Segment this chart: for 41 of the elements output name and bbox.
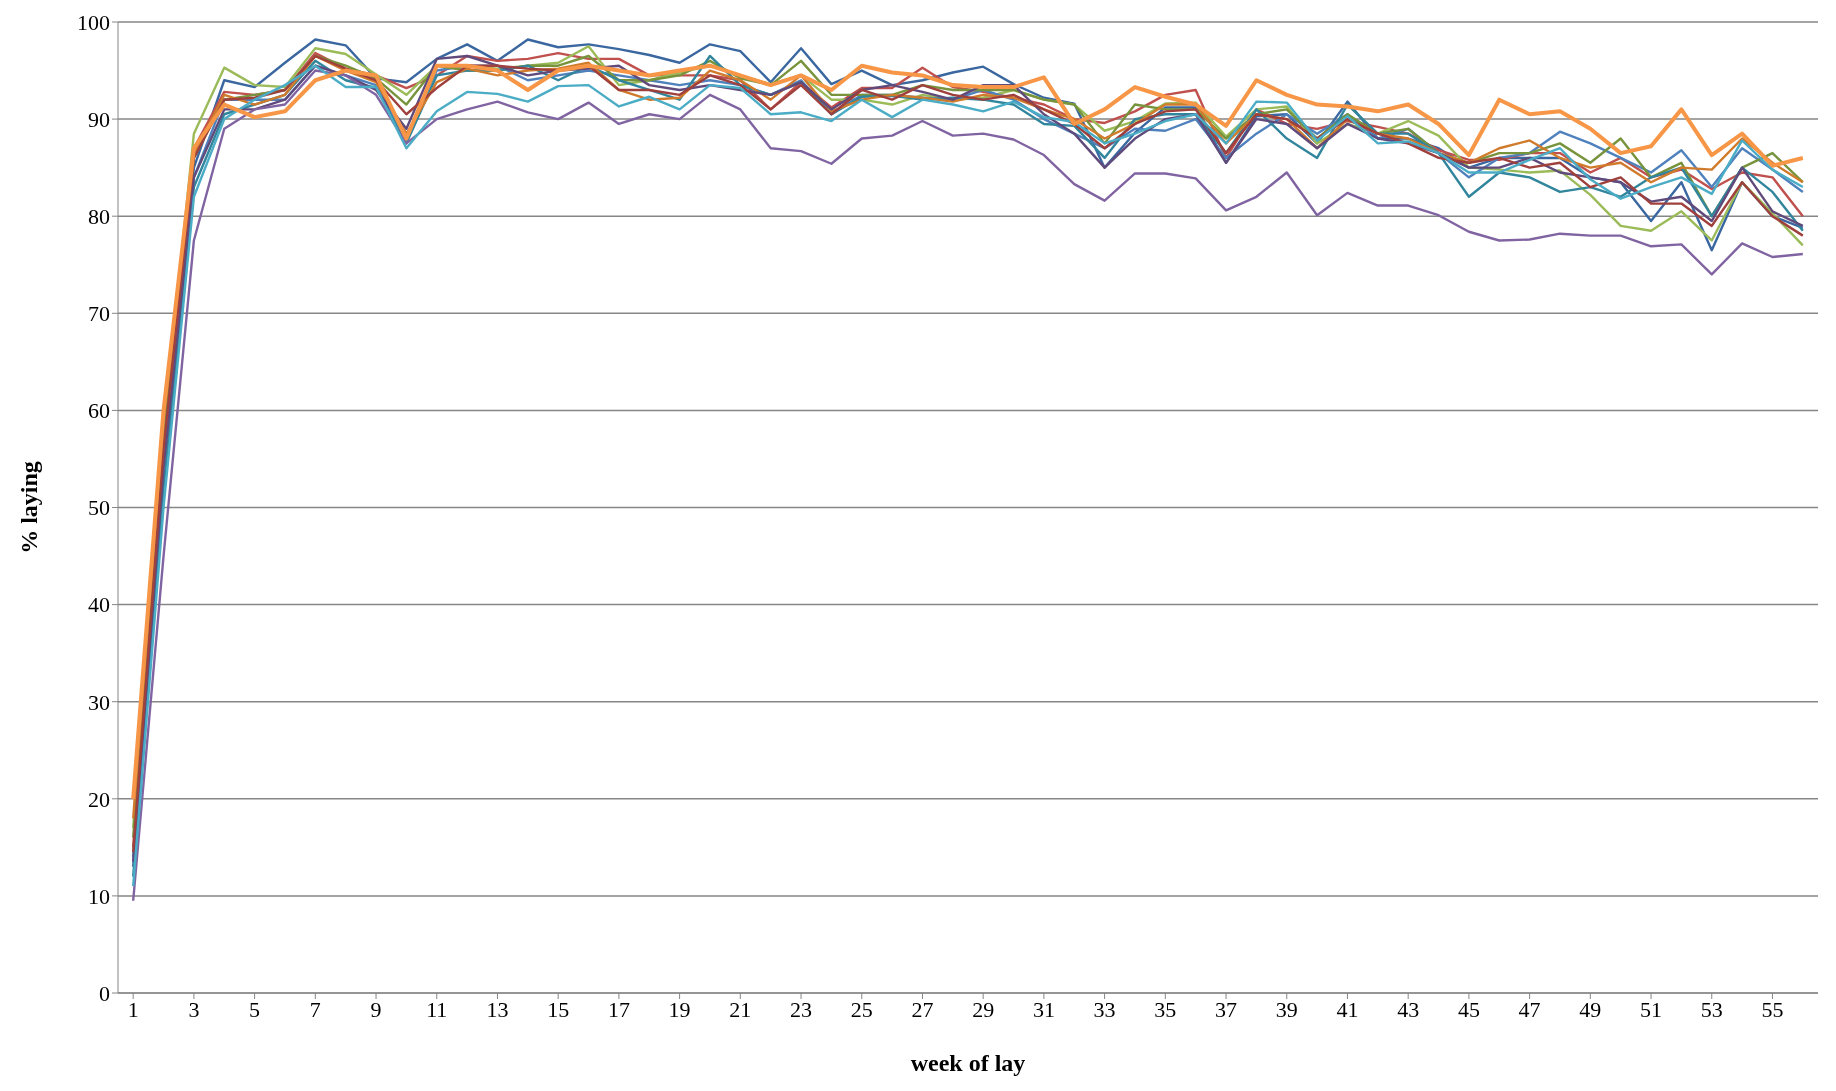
y-tick-label: 40 bbox=[88, 592, 110, 618]
x-tick-label: 11 bbox=[426, 996, 448, 1022]
x-tick-label: 9 bbox=[370, 996, 382, 1022]
y-tick-label: 70 bbox=[88, 301, 110, 327]
x-tick-label: 47 bbox=[1518, 996, 1541, 1022]
x-tick-label: 7 bbox=[309, 996, 321, 1022]
x-tick-label: 3 bbox=[188, 996, 200, 1022]
y-axis-title: % laying bbox=[15, 461, 42, 554]
x-tick-label: 5 bbox=[249, 996, 261, 1022]
y-tick-label: 60 bbox=[88, 398, 110, 424]
x-tick-label: 21 bbox=[729, 996, 752, 1022]
x-tick-label: 35 bbox=[1154, 996, 1177, 1022]
x-axis-title: week of lay bbox=[910, 1050, 1026, 1076]
x-tick-label: 27 bbox=[911, 996, 934, 1022]
x-tick-label: 55 bbox=[1761, 996, 1784, 1022]
x-tick-label: 15 bbox=[547, 996, 570, 1022]
x-tick-label: 51 bbox=[1640, 996, 1663, 1022]
x-tick-label: 53 bbox=[1700, 996, 1723, 1022]
x-tick-label: 39 bbox=[1275, 996, 1298, 1022]
x-tick-label: 45 bbox=[1457, 996, 1480, 1022]
x-tick-label: 41 bbox=[1336, 996, 1359, 1022]
y-tick-label: 100 bbox=[77, 9, 110, 35]
x-tick-label: 29 bbox=[972, 996, 995, 1022]
x-tick-label: 1 bbox=[127, 996, 139, 1022]
y-tick-label: 50 bbox=[88, 495, 110, 521]
y-tick-label: 30 bbox=[88, 689, 110, 715]
x-tick-label: 37 bbox=[1215, 996, 1238, 1022]
x-tick-label: 33 bbox=[1093, 996, 1116, 1022]
x-tick-label: 17 bbox=[607, 996, 630, 1022]
y-tick-label: 20 bbox=[88, 786, 110, 812]
x-tick-label: 19 bbox=[668, 996, 691, 1022]
x-tick-label: 43 bbox=[1397, 996, 1420, 1022]
x-tick-label: 31 bbox=[1032, 996, 1055, 1022]
x-tick-label: 23 bbox=[790, 996, 813, 1022]
x-tick-label: 25 bbox=[850, 996, 873, 1022]
y-tick-label: 90 bbox=[88, 106, 110, 132]
y-tick-label: 10 bbox=[88, 883, 110, 909]
x-tick-label: 13 bbox=[486, 996, 509, 1022]
x-tick-label: 49 bbox=[1579, 996, 1602, 1022]
y-tick-label: 80 bbox=[88, 204, 110, 230]
y-tick-label: 0 bbox=[99, 980, 110, 1006]
